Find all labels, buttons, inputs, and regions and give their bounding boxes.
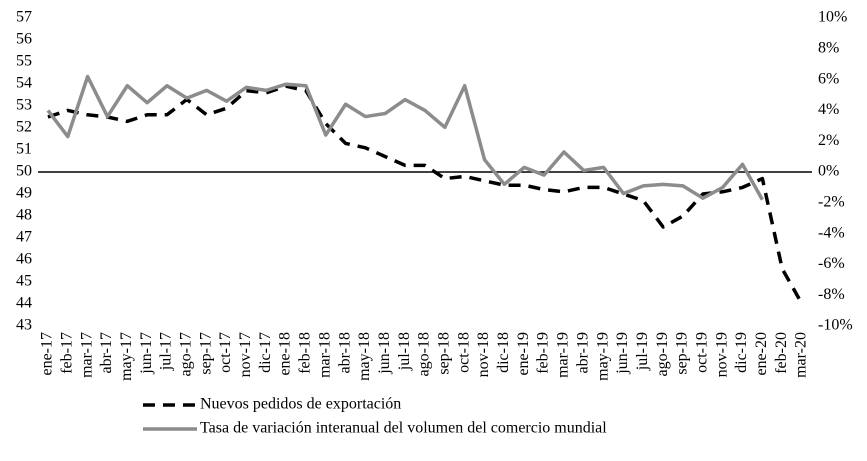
y-tick-label: 48	[16, 207, 32, 224]
x-tick-label: sep-18	[436, 332, 453, 375]
x-tick-label: abr-18	[336, 332, 353, 373]
y-tick-label: 53	[16, 97, 32, 114]
x-tick-label: oct-17	[217, 332, 234, 373]
y2-tick-label: 6%	[818, 70, 839, 87]
x-tick-label: oct-18	[455, 332, 472, 373]
x-tick-label: abr-19	[574, 332, 591, 373]
y-tick-label: 54	[16, 75, 32, 92]
x-tick-label: jul-17	[158, 332, 175, 371]
x-tick-label: ene-20	[753, 332, 770, 376]
x-tick-label: ene-17	[39, 332, 56, 376]
x-tick-label: jun-17	[138, 332, 155, 375]
x-tick-label: ago-19	[654, 332, 671, 376]
x-tick-label: sep-17	[197, 332, 214, 375]
y2-tick-label: -2%	[818, 193, 845, 210]
x-tick-label: feb-20	[773, 332, 790, 374]
legend-label: Tasa de variación interanual del volumen…	[200, 420, 607, 437]
y-tick-label: 57	[16, 9, 32, 26]
x-tick-label: dic-18	[495, 332, 512, 373]
y2-tick-label: -10%	[818, 317, 853, 334]
x-tick-label: jul-19	[634, 332, 651, 371]
x-tick-label: may-18	[356, 332, 373, 381]
x-tick-label: nov-18	[475, 332, 492, 377]
y-tick-label: 44	[16, 295, 32, 312]
x-tick-label: mar-18	[316, 332, 333, 378]
y-tick-label: 50	[16, 163, 32, 180]
x-tick-label: feb-18	[297, 332, 314, 374]
y-tick-label: 55	[16, 53, 32, 70]
x-tick-label: jul-18	[396, 332, 413, 371]
y-tick-label: 46	[16, 251, 32, 268]
x-tick-label: ago-17	[178, 332, 195, 376]
y2-tick-label: -8%	[818, 286, 845, 303]
x-tick-label: abr-17	[98, 332, 115, 373]
x-tick-label: may-17	[118, 332, 135, 381]
x-tick-label: may-19	[594, 332, 611, 381]
y2-tick-label: 10%	[818, 9, 847, 26]
x-tick-label: feb-17	[58, 332, 75, 374]
y2-tick-label: -6%	[818, 255, 845, 272]
y2-tick-label: -4%	[818, 224, 845, 241]
y-tick-label: 56	[16, 31, 32, 48]
x-tick-label: ene-18	[277, 332, 294, 376]
y-tick-label: 43	[16, 317, 32, 334]
x-tick-label: nov-17	[237, 332, 254, 377]
y-tick-label: 49	[16, 185, 32, 202]
x-tick-label: mar-17	[78, 332, 95, 378]
x-tick-label: ene-19	[515, 332, 532, 376]
y2-tick-label: 2%	[818, 132, 839, 149]
series-line	[46, 74, 764, 201]
y-tick-label: 52	[16, 119, 32, 136]
x-tick-label: sep-19	[674, 332, 691, 375]
series-line	[47, 84, 804, 305]
x-tick-label: jun-18	[376, 332, 393, 375]
x-tick-label: ago-18	[416, 332, 433, 376]
x-tick-label: dic-17	[257, 332, 274, 373]
y2-tick-label: 0%	[818, 163, 839, 180]
x-tick-label: mar-20	[793, 332, 810, 378]
y-tick-label: 47	[16, 229, 32, 246]
y2-tick-label: 4%	[818, 101, 839, 118]
x-tick-label: jun-19	[614, 332, 631, 375]
x-tick-label: oct-19	[694, 332, 711, 373]
x-tick-label: mar-19	[555, 332, 572, 378]
x-tick-label: dic-19	[733, 332, 750, 373]
x-tick-label: nov-19	[713, 332, 730, 377]
y-tick-label: 45	[16, 273, 32, 290]
y-tick-label: 51	[16, 141, 32, 158]
x-tick-label: feb-19	[535, 332, 552, 374]
legend-label: Nuevos pedidos de exportación	[200, 396, 401, 413]
y2-tick-label: 8%	[818, 39, 839, 56]
